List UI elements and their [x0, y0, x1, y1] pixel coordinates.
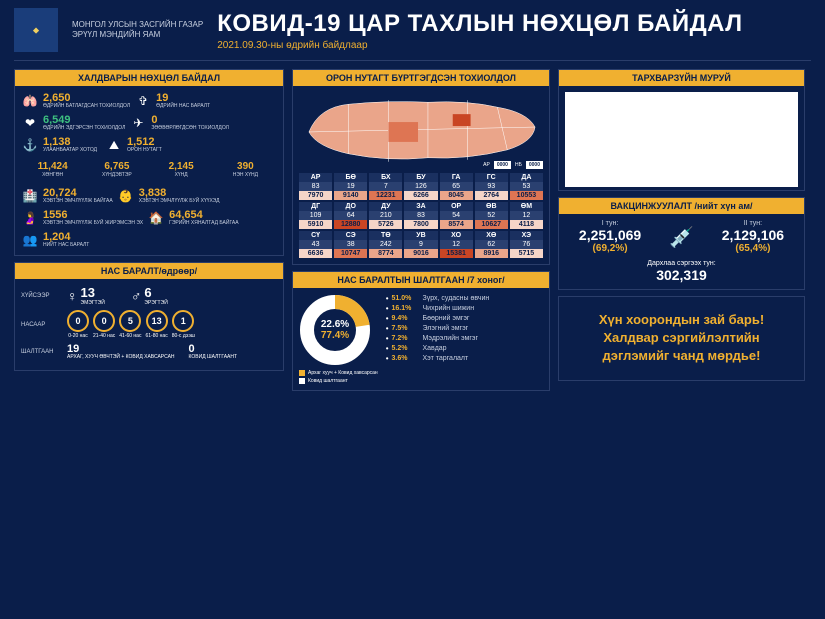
region-cell: ГС93 2764 — [475, 173, 508, 200]
stat-icon: 👶 — [117, 187, 135, 205]
stat-item: ✈ 0 ЗӨӨВӨРЛӨГДСӨН ТОХИОЛДОЛ — [129, 114, 229, 132]
syringe-icon: 💉 — [669, 225, 694, 250]
stat-item: 🤰 1556 ХЭВТЭН ЭМЧЛҮҮЛЖ БУЙ ЖИРЭМСЭН ЭХ — [21, 209, 143, 227]
cause-list-item: •16.1%Чихрийн шижин — [386, 304, 543, 313]
legend-item: Архаг хууч + Ковид хавсарсан — [299, 370, 378, 376]
region-cell: ГА65 8045 — [440, 173, 473, 200]
stat-icon: 🤰 — [21, 209, 39, 227]
stat-icon: 👥 — [21, 231, 39, 249]
stat-item: ❤ 6,549 ӨДРИЙН ЭДГЭРСЭН ТОХИОЛДОЛ — [21, 114, 125, 132]
epidemic-chart — [565, 92, 798, 187]
gov-label: МОНГОЛ УЛСЫН ЗАСГИЙН ГАЗАР — [72, 20, 203, 30]
message-text: Хүн хоорондын зай барь!Халдвар сэргийлэл… — [599, 311, 764, 366]
region-cell: ӨМ12 4118 — [510, 202, 543, 229]
severity-item: 11,424ХӨНГӨН — [21, 158, 84, 181]
age-item: 00-20 нас — [67, 310, 89, 339]
curve-panel: ТАРХВАРЗҮЙН МУРУЙ — [558, 69, 805, 191]
region-cell: ДГ109 5910 — [299, 202, 332, 229]
region-cell: ДА53 10553 — [510, 173, 543, 200]
age-item: 541-60 нас — [119, 310, 141, 339]
vax-panel: ВАКЦИНЖУУЛАЛТ /нийт хүн ам/ I тун: 2,251… — [558, 197, 805, 290]
stat-icon: 🫁 — [21, 92, 39, 110]
stat-item: 👶 3,838 ХЭВТЭН ЭМЧЛҮҮЛЖ БУЙ ХҮҮХЭД — [117, 187, 220, 205]
stat-item: 🫁 2,650 ӨДРИЙН БАТЛАГДСАН ТОХИОЛДОЛ — [21, 92, 130, 110]
page-subtitle: 2021.09.30-ны өдрийн байдлаар — [217, 40, 811, 51]
region-cell: БУ126 6266 — [404, 173, 437, 200]
region-cell: ӨВ52 10627 — [475, 202, 508, 229]
stat-item: ✞ 19 ӨДРИЙН НАС БАРАЛТ — [134, 92, 214, 110]
region-cell: СЭ38 10747 — [334, 231, 367, 258]
stat-icon: ✈ — [129, 114, 147, 132]
header-labels: МОНГОЛ УЛСЫН ЗАСГИЙН ГАЗАР ЭРҮҮЛ МЭНДИЙН… — [72, 20, 203, 39]
message-panel: Хүн хоорондын зай барь!Халдвар сэргийлэл… — [558, 296, 805, 381]
cause-row-label: ШАЛТГААН — [21, 349, 61, 355]
region-cell: СҮ43 6636 — [299, 231, 332, 258]
stat-icon: ⚓ — [21, 136, 39, 154]
infection-panel: ХАЛДВАРЫН НӨХЦӨЛ БАЙДАЛ 🫁 2,650 ӨДРИЙН Б… — [14, 69, 284, 256]
death-cause-item: 0КОВИД ШАЛТГААНТ — [189, 343, 238, 360]
region-cell: ТӨ242 8774 — [369, 231, 402, 258]
region-cell: ДО64 12880 — [334, 202, 367, 229]
region-cell: БХ7 12231 — [369, 173, 402, 200]
stat-item: 👥 1,204 НИЙТ НАС БАРАЛТ — [21, 231, 101, 249]
age-item: 1361-80 нас — [145, 310, 167, 339]
stat-item: 🏠 64,654 ГЭРИЙН ХЯНАЛТАД БАЙГАА — [147, 209, 238, 227]
stat-icon: ⛰ — [105, 136, 123, 154]
age-row-label: НАСААР — [21, 322, 61, 328]
stat-icon: 🏥 — [21, 187, 39, 205]
region-cell: ЗА83 7800 — [404, 202, 437, 229]
regions-panel: ОРОН НУТАГТ БҮРТГЭГДСЭН ТОХИОЛДОЛ АР0000… — [292, 69, 550, 265]
cause-list-item: •5.2%Хавдар — [386, 344, 543, 353]
age-item: 021-40 нас — [93, 310, 115, 339]
infection-title: ХАЛДВАРЫН НӨХЦӨЛ БАЙДАЛ — [15, 70, 283, 86]
vax-title: ВАКЦИНЖУУЛАЛТ /нийт хүн ам/ — [559, 198, 804, 214]
deaths-panel: НАС БАРАЛТ/өдрөөр/ ХҮЙСЭЭР ♀13ЭМЭГТЭЙ ♂6… — [14, 262, 284, 371]
severity-item: 2,145ХҮНД — [150, 158, 213, 181]
cause-list-item: •51.0%Зүрх, судасны өвчин — [386, 294, 543, 303]
donut-chart: 22.6%77.4% — [299, 294, 371, 366]
curve-title: ТАРХВАРЗҮЙН МУРУЙ — [559, 70, 804, 86]
stat-item: ⚓ 1,138 УЛААНБААТАР ХОТОД — [21, 136, 101, 154]
region-cell: ОР54 8574 — [440, 202, 473, 229]
region-cell: БӨ19 9140 — [334, 173, 367, 200]
region-cell: ХӨ62 8916 — [475, 231, 508, 258]
cause-list-item: •7.5%Элэгний эмгэг — [386, 324, 543, 333]
region-cell: ДУ210 5726 — [369, 202, 402, 229]
cause-list-item: •3.6%Хэт таргалалт — [386, 354, 543, 363]
region-cell: ХЭ76 5715 — [510, 231, 543, 258]
page-title: КОВИД-19 ЦАР ТАХЛЫН НӨХЦӨЛ БАЙДАЛ — [217, 10, 811, 38]
severity-item: 390НЭН ХҮНД — [214, 158, 277, 181]
deaths-title: НАС БАРАЛТ/өдрөөр/ — [15, 263, 283, 279]
ministry-label: ЭРҮҮЛ МЭНДИЙН ЯАМ — [72, 30, 203, 40]
gender-row-label: ХҮЙСЭЭР — [21, 293, 61, 299]
stat-icon: 🏠 — [147, 209, 165, 227]
causes7-panel: НАС БАРАЛТЫН ШАЛТГААН /7 хоног/ 22.6%77.… — [292, 271, 550, 391]
region-cell: АР83 7970 — [299, 173, 332, 200]
death-cause-item: 19АРХАГ, ХУУЧ ӨВЧТЭЙ + КОВИД ХАВСАРСАН — [67, 343, 175, 360]
regions-title: ОРОН НУТАГТ БҮРТГЭГДСЭН ТОХИОЛДОЛ — [293, 70, 549, 86]
stat-icon: ✞ — [134, 92, 152, 110]
region-cell: УВ9 9016 — [404, 231, 437, 258]
severity-item: 6,765ХҮНДЭВТЭР — [85, 158, 148, 181]
stat-item: 🏥 20,724 ХЭВТЭН ЭМЧЛҮҮЛЖ БАЙГАА — [21, 187, 113, 205]
age-item: 180-с дээш — [172, 310, 195, 339]
cause-list-item: •7.2%Мэдрэлийн эмгэг — [386, 334, 543, 343]
region-cell: ХО12 15381 — [440, 231, 473, 258]
header: ⬥ МОНГОЛ УЛСЫН ЗАСГИЙН ГАЗАР ЭРҮҮЛ МЭНДИ… — [14, 8, 811, 61]
stat-icon: ❤ — [21, 114, 39, 132]
mongolia-map — [299, 92, 543, 170]
legend-item: Ковид шалтгаант — [299, 378, 378, 384]
cause-list-item: •9.4%Бөөрний эмгэг — [386, 314, 543, 323]
gov-logo: ⬥ — [14, 8, 58, 52]
causes7-title: НАС БАРАЛТЫН ШАЛТГААН /7 хоног/ — [293, 272, 549, 288]
stat-item: ⛰ 1,512 ОРОН НУТАГТ — [105, 136, 185, 154]
